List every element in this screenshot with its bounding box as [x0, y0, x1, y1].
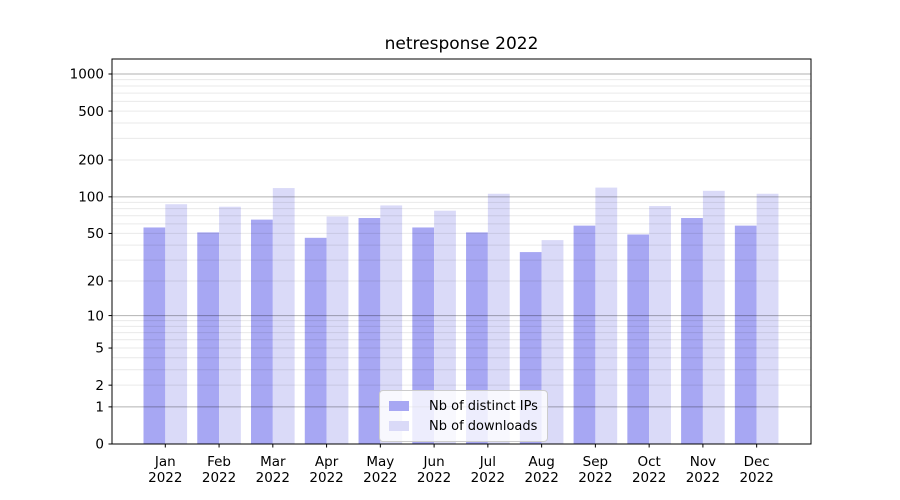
x-tick-label-month: Apr [315, 454, 339, 470]
legend-swatch-downloads [389, 421, 409, 431]
bar-jul-downloads [487, 193, 510, 444]
bar-mar-distinct-ips [251, 219, 273, 444]
x-tick-label-year: 2022 [471, 470, 505, 486]
x-tick-label-year: 2022 [524, 470, 558, 486]
x-tick-label-year: 2022 [256, 470, 290, 486]
bar-jun-distinct-ips [412, 227, 435, 444]
x-tick-label-month: Mar [260, 454, 286, 470]
x-tick-label-year: 2022 [739, 470, 773, 486]
y-tick-label: 500 [78, 104, 104, 120]
y-tick-label: 5 [95, 341, 104, 357]
legend-item-distinct-ips: Nb of distinct IPs [389, 396, 538, 416]
y-tick-label: 0 [95, 437, 104, 453]
x-tick-label-year: 2022 [417, 470, 451, 486]
bar-sep-distinct-ips [573, 225, 596, 444]
x-tick-label-year: 2022 [148, 470, 182, 486]
x-tick-label-month: Nov [690, 454, 716, 470]
bar-sep-downloads [595, 187, 618, 444]
x-tick-label-year: 2022 [686, 470, 720, 486]
bar-dec-downloads [756, 193, 779, 444]
y-tick-label: 1 [95, 400, 104, 416]
y-tick-label: 50 [87, 226, 104, 242]
chart-title: netresponse 2022 [384, 34, 539, 54]
bar-nov-distinct-ips [681, 218, 703, 444]
y-tick-label: 100 [78, 190, 104, 206]
bar-feb-distinct-ips [197, 232, 220, 444]
x-tick-label-year: 2022 [578, 470, 612, 486]
bar-feb-downloads [219, 206, 241, 444]
y-tick-label: 10 [87, 308, 104, 324]
x-tick-label-year: 2022 [202, 470, 236, 486]
bar-oct-downloads [649, 206, 671, 444]
y-tick-label: 2 [95, 378, 104, 394]
y-tick-label: 20 [87, 274, 104, 290]
bar-nov-downloads [702, 190, 725, 444]
legend: Nb of distinct IPs Nb of downloads [379, 390, 548, 442]
x-tick-label-month: Jun [423, 454, 445, 470]
x-tick-label-month: Aug [528, 454, 554, 470]
x-tick-label-month: Jul [479, 454, 496, 470]
bar-mar-downloads [272, 188, 295, 444]
x-tick-label-month: Dec [744, 454, 770, 470]
bar-may-downloads [380, 205, 403, 444]
legend-swatch-distinct-ips [389, 401, 409, 411]
plot-border [111, 58, 812, 445]
y-tick-label: 200 [78, 153, 104, 169]
bar-jun-downloads [434, 210, 456, 444]
legend-label-distinct-ips: Nb of distinct IPs [429, 398, 538, 414]
x-tick-label-month: Sep [583, 454, 608, 470]
x-tick-label-year: 2022 [632, 470, 666, 486]
legend-label-downloads: Nb of downloads [429, 418, 538, 434]
x-tick-label-year: 2022 [363, 470, 397, 486]
x-tick-label-month: Oct [637, 454, 660, 470]
bar-jan-distinct-ips [143, 227, 166, 444]
bar-apr-distinct-ips [304, 237, 327, 444]
bar-apr-downloads [326, 216, 349, 444]
legend-item-downloads: Nb of downloads [389, 416, 538, 436]
bar-dec-distinct-ips [734, 225, 757, 444]
x-tick-label-month: Feb [207, 454, 231, 470]
bar-may-distinct-ips [358, 218, 381, 444]
x-tick-label-year: 2022 [309, 470, 343, 486]
x-tick-label-month: May [366, 454, 394, 470]
x-tick-label-month: Jan [154, 454, 176, 470]
bar-jan-downloads [165, 204, 188, 444]
bar-oct-distinct-ips [627, 234, 650, 444]
y-tick-label: 1000 [70, 67, 104, 83]
